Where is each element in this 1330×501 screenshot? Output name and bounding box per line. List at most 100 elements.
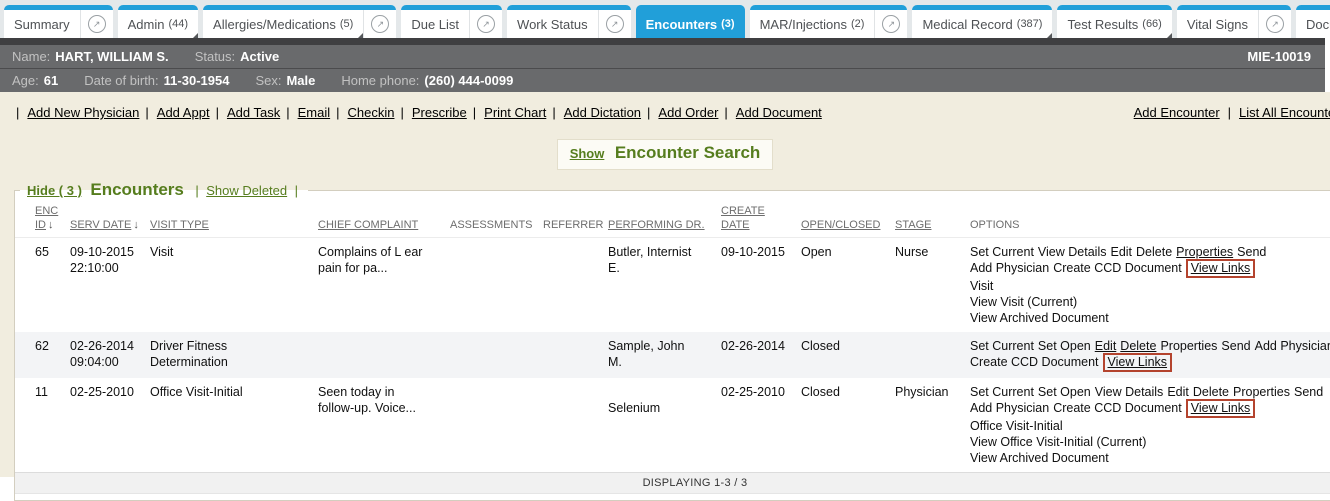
options-line-2: Add Physician Create CCD Document View Lin… xyxy=(970,399,1330,418)
tab-label[interactable]: Medical Record (387) xyxy=(912,5,1053,38)
tab-test-results[interactable]: Test Results (66) xyxy=(1057,5,1173,38)
tab-allergies-medications[interactable]: Allergies/Medications (5) ↗ xyxy=(203,5,397,38)
column-header-serv-date[interactable]: SERV DATE ↓ xyxy=(70,202,150,238)
popout-button[interactable]: ↗ xyxy=(363,5,396,38)
option-link-view-details[interactable]: View Details xyxy=(1094,385,1164,399)
tab-document-summary[interactable]: Document Summary(277)↗ xyxy=(1296,5,1330,38)
column-header-stage[interactable]: STAGE xyxy=(895,202,970,238)
tab-label[interactable]: Test Results (66) xyxy=(1057,5,1172,38)
option-link-view-archived-document[interactable]: View Archived Document xyxy=(970,451,1109,465)
column-label: ENC ID xyxy=(35,205,59,231)
option-link-office-visit-initial[interactable]: Office Visit-Initial xyxy=(970,419,1063,433)
tab-label[interactable]: MAR/Injections (2) xyxy=(750,5,875,38)
option-link-visit[interactable]: Visit xyxy=(970,279,994,293)
option-link-send[interactable]: Send xyxy=(1237,245,1267,259)
option-link-send[interactable]: Send xyxy=(1293,385,1324,399)
cell-options: Set Current Set Open View Details Edit Delet… xyxy=(970,378,1330,472)
column-header-enc-id[interactable]: ENC ID ↓ xyxy=(15,202,70,238)
action-link-add-appt[interactable]: Add Appt xyxy=(156,105,210,120)
sort-descending-icon[interactable]: ↓ xyxy=(48,219,54,231)
option-link-view-links[interactable]: View Links xyxy=(1190,401,1251,415)
view-links-highlight-box: View Links xyxy=(1102,353,1173,372)
tab-label[interactable]: Summary xyxy=(4,5,80,38)
action-link-list-all-encounters[interactable]: List All Encounters xyxy=(1239,105,1330,120)
action-link-add-document[interactable]: Add Document xyxy=(735,105,822,120)
option-link-view-archived-document[interactable]: View Archived Document xyxy=(970,311,1109,325)
action-link-add-new-physician[interactable]: Add New Physician xyxy=(27,105,140,120)
encounter-search-header: Show Encounter Search xyxy=(0,131,1330,170)
option-link-set-current[interactable]: Set Current xyxy=(970,339,1034,353)
column-header-performing-dr[interactable]: PERFORMING DR. xyxy=(608,202,721,238)
tab-label[interactable]: Allergies/Medications (5) xyxy=(203,5,364,38)
tab-label[interactable]: Work Status xyxy=(507,5,598,38)
action-link-print-chart[interactable]: Print Chart xyxy=(484,105,547,120)
option-link-delete[interactable]: Delete xyxy=(1192,385,1229,399)
option-link-set-current[interactable]: Set Current xyxy=(970,385,1034,399)
tab-mar-injections[interactable]: MAR/Injections (2) ↗ xyxy=(749,5,908,38)
tab-due-list[interactable]: Due List ↗ xyxy=(401,5,503,38)
action-link-email[interactable]: Email xyxy=(297,105,331,120)
tab-label[interactable]: Vital Signs xyxy=(1177,5,1258,38)
column-header-create-date[interactable]: CREATE DATE xyxy=(721,202,801,238)
column-header-visit-type[interactable]: VISIT TYPE xyxy=(150,202,318,238)
popout-button[interactable]: ↗ xyxy=(79,5,113,38)
option-link-delete[interactable]: Delete xyxy=(1136,245,1173,259)
tab-work-status[interactable]: Work Status ↗ xyxy=(507,5,631,38)
tab-vital-signs[interactable]: Vital Signs ↗ xyxy=(1176,5,1292,38)
action-link-checkin[interactable]: Checkin xyxy=(347,105,395,120)
tab-label[interactable]: Due List xyxy=(401,5,469,38)
popout-button[interactable]: ↗ xyxy=(874,5,907,38)
action-link-add-dictation[interactable]: Add Dictation xyxy=(563,105,642,120)
option-link-view-links[interactable]: View Links xyxy=(1107,355,1168,369)
tab-label[interactable]: Admin (44) xyxy=(118,5,199,38)
column-header-open-closed[interactable]: OPEN/CLOSED xyxy=(801,202,895,238)
option-link-edit[interactable]: Edit xyxy=(1110,245,1133,259)
option-link-set-open[interactable]: Set Open xyxy=(1037,385,1091,399)
name-label: Name: xyxy=(12,49,51,64)
action-link-add-task[interactable]: Add Task xyxy=(226,105,281,120)
tab-label[interactable]: Document Summary(277) xyxy=(1296,5,1330,38)
popout-button[interactable]: ↗ xyxy=(469,5,502,38)
show-deleted-link[interactable]: Show Deleted xyxy=(206,183,288,198)
option-link-create-ccd-document[interactable]: Create CCD Document xyxy=(1053,261,1182,275)
option-link-view-office-visit-initial-current[interactable]: View Office Visit-Initial (Current) xyxy=(970,435,1147,449)
tab-summary[interactable]: Summary ↗ xyxy=(4,5,113,38)
option-link-view-details[interactable]: View Details xyxy=(1037,245,1107,259)
option-link-create-ccd-document[interactable]: Create CCD Document xyxy=(970,355,1099,369)
show-search-link[interactable]: Show xyxy=(569,146,605,161)
tab-encounters[interactable]: Encounters (3) xyxy=(635,5,745,38)
tab-count: (2) xyxy=(851,18,865,30)
option-link-add-physician[interactable]: Add Physician xyxy=(1254,339,1330,353)
tab-label[interactable]: Encounters (3) xyxy=(636,5,745,38)
encounter-rows: 65 09-10-2015 22:10:00 Visit Complains of L … xyxy=(15,238,1330,473)
option-link-view-visit-current[interactable]: View Visit (Current) xyxy=(970,295,1078,309)
option-link-properties[interactable]: Properties xyxy=(1160,339,1218,353)
option-link-properties[interactable]: Properties xyxy=(1176,245,1234,259)
action-link-add-order[interactable]: Add Order xyxy=(658,105,719,120)
option-link-properties[interactable]: Properties xyxy=(1233,385,1290,399)
option-link-send[interactable]: Send xyxy=(1221,339,1251,353)
option-link-add-physician[interactable]: Add Physician xyxy=(970,401,1050,415)
option-link-edit[interactable]: Edit xyxy=(1094,339,1117,353)
hide-encounters-link[interactable]: Hide ( 3 ) xyxy=(27,183,82,198)
action-link-prescribe[interactable]: Prescribe xyxy=(411,105,467,120)
column-header-chief-complaint[interactable]: CHIEF COMPLAINT xyxy=(318,202,450,238)
option-link-create-ccd-document[interactable]: Create CCD Document xyxy=(1053,401,1182,415)
option-link-add-physician[interactable]: Add Physician xyxy=(970,261,1050,275)
popout-button[interactable]: ↗ xyxy=(1258,5,1291,38)
option-link-set-current[interactable]: Set Current xyxy=(970,245,1034,259)
popout-arrow-icon: ↗ xyxy=(87,15,106,33)
option-link-set-open[interactable]: Set Open xyxy=(1037,339,1091,353)
encounter-search-legend: Show Encounter Search xyxy=(556,139,774,170)
option-link-delete[interactable]: Delete xyxy=(1120,339,1157,353)
cell-stage: Physician xyxy=(895,385,949,399)
cell-serv-date: 09-10-2015 22:10:00 xyxy=(70,245,134,275)
sort-descending-icon[interactable]: ↓ xyxy=(133,219,139,231)
tab-medical-record[interactable]: Medical Record (387) xyxy=(912,5,1053,38)
popout-button[interactable]: ↗ xyxy=(597,5,631,38)
option-link-view-links[interactable]: View Links xyxy=(1190,261,1251,275)
tab-admin[interactable]: Admin (44) xyxy=(117,5,199,38)
cell-visit-type: Driver Fitness Determination xyxy=(150,339,228,369)
action-link-add-encounter[interactable]: Add Encounter xyxy=(1133,105,1220,120)
option-link-edit[interactable]: Edit xyxy=(1167,385,1189,399)
